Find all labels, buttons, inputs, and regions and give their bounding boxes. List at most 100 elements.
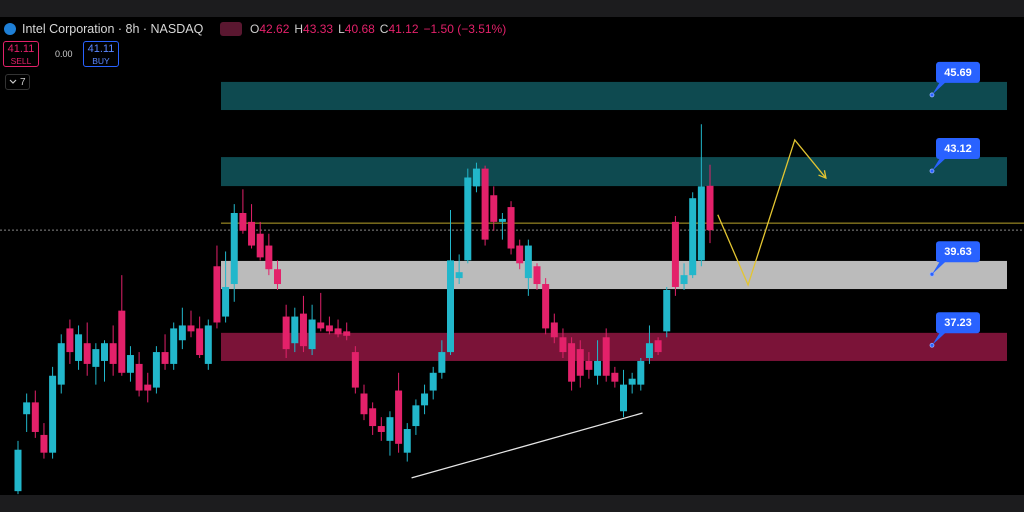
candle-body	[516, 245, 524, 264]
candle-body	[429, 372, 437, 391]
candle-body	[680, 275, 688, 285]
candle-body	[507, 207, 515, 249]
label-tail	[932, 261, 946, 275]
candle-body	[14, 449, 22, 492]
candle-body	[299, 313, 307, 347]
candle-body	[490, 195, 498, 222]
ohlc-value: 42.62	[259, 22, 290, 36]
candle-body	[421, 393, 429, 406]
candle-body	[204, 325, 212, 364]
candle-body	[75, 334, 83, 361]
candle-body	[126, 355, 134, 373]
candle-body	[351, 352, 359, 388]
ohlc-letter: L	[338, 22, 345, 36]
zone	[221, 157, 1007, 187]
label-tail	[932, 81, 946, 95]
zone	[221, 81, 1007, 111]
candle-body	[187, 325, 195, 332]
ohlc-value: 40.68	[344, 22, 375, 36]
candle-body	[403, 429, 411, 453]
buy-label: BUY	[92, 56, 110, 66]
indicators-toggle[interactable]: 7	[5, 74, 30, 90]
label-tail	[932, 332, 946, 346]
arrow-head	[818, 170, 827, 180]
candle-body	[317, 322, 325, 329]
candle-body	[40, 434, 48, 453]
candle-body	[412, 405, 420, 427]
candle-body	[196, 328, 204, 356]
ohlc-letter: O	[250, 22, 260, 36]
candle-body	[697, 186, 705, 261]
candle-body	[386, 417, 394, 441]
candle-body	[559, 337, 567, 353]
candle-body	[611, 372, 619, 382]
chevron	[9, 79, 17, 84]
symbol: Intel Corporation · 8h · NASDAQ	[22, 22, 204, 36]
buy-price: 41.11	[87, 43, 115, 55]
candle-body	[31, 402, 39, 432]
candle-body	[576, 349, 584, 376]
candle-body	[49, 375, 57, 453]
candle-body	[585, 360, 593, 370]
candle-body	[671, 221, 679, 287]
candle-body	[343, 331, 351, 336]
candle-body	[118, 310, 126, 373]
ohlc-value: 43.33	[303, 22, 334, 36]
label-tail	[932, 157, 946, 171]
candle-body	[66, 328, 74, 353]
candle-body	[377, 426, 385, 432]
ohlc-value: 41.12	[388, 22, 419, 36]
sell-button[interactable]: 41.11 SELL	[3, 41, 39, 67]
candle-body	[230, 213, 238, 285]
candle-body	[654, 340, 662, 353]
candle-body	[524, 245, 532, 279]
candle-body	[325, 325, 333, 332]
ohlc: O42.62 H43.33 L40.68 C41.12 −1.50 (−3.51%)	[250, 22, 511, 36]
candle-body	[620, 384, 627, 412]
level-label-box	[936, 312, 980, 334]
bottom-bar	[0, 495, 1024, 512]
level-label: 37.23	[944, 317, 972, 329]
candle-body	[645, 343, 653, 358]
candle-body	[222, 286, 230, 317]
candle-body	[334, 328, 342, 335]
candle-body	[57, 343, 65, 385]
candle-body	[542, 284, 550, 329]
candle-body	[360, 393, 368, 415]
candle-body	[248, 221, 256, 246]
ohlc-letter: H	[294, 22, 304, 36]
candle-body	[178, 325, 186, 341]
candle-body	[256, 233, 264, 258]
top-bar	[0, 0, 1024, 17]
candle-body	[308, 319, 316, 350]
candle-body	[472, 168, 480, 187]
spread: 0.00	[55, 49, 73, 59]
level-label-box	[936, 241, 980, 263]
candle-body	[109, 343, 117, 364]
change: −1.50 (−3.51%)	[423, 22, 507, 36]
candle-body	[282, 316, 290, 350]
candle-body	[602, 337, 610, 376]
candle-body	[533, 266, 541, 285]
candle-body	[498, 218, 506, 222]
projection	[717, 138, 827, 287]
candle-body	[101, 343, 108, 361]
candle-body	[135, 363, 143, 391]
candle-body	[291, 316, 299, 344]
level-label-box	[936, 137, 980, 159]
ohlc-letter: C	[379, 22, 389, 36]
candle-body	[628, 378, 636, 385]
candle-body	[265, 245, 273, 270]
candle-body	[369, 408, 377, 427]
sell-price: 41.11	[7, 43, 35, 55]
buy-button[interactable]: 41.11 BUY	[83, 41, 119, 67]
candle-body	[455, 272, 463, 279]
zone	[221, 260, 1007, 290]
level-label: 43.12	[944, 143, 972, 155]
candle-body	[464, 177, 472, 261]
candle-body	[144, 384, 152, 391]
level-label: 39.63	[944, 246, 972, 258]
candle-body	[438, 352, 446, 373]
candle-body	[395, 390, 403, 444]
